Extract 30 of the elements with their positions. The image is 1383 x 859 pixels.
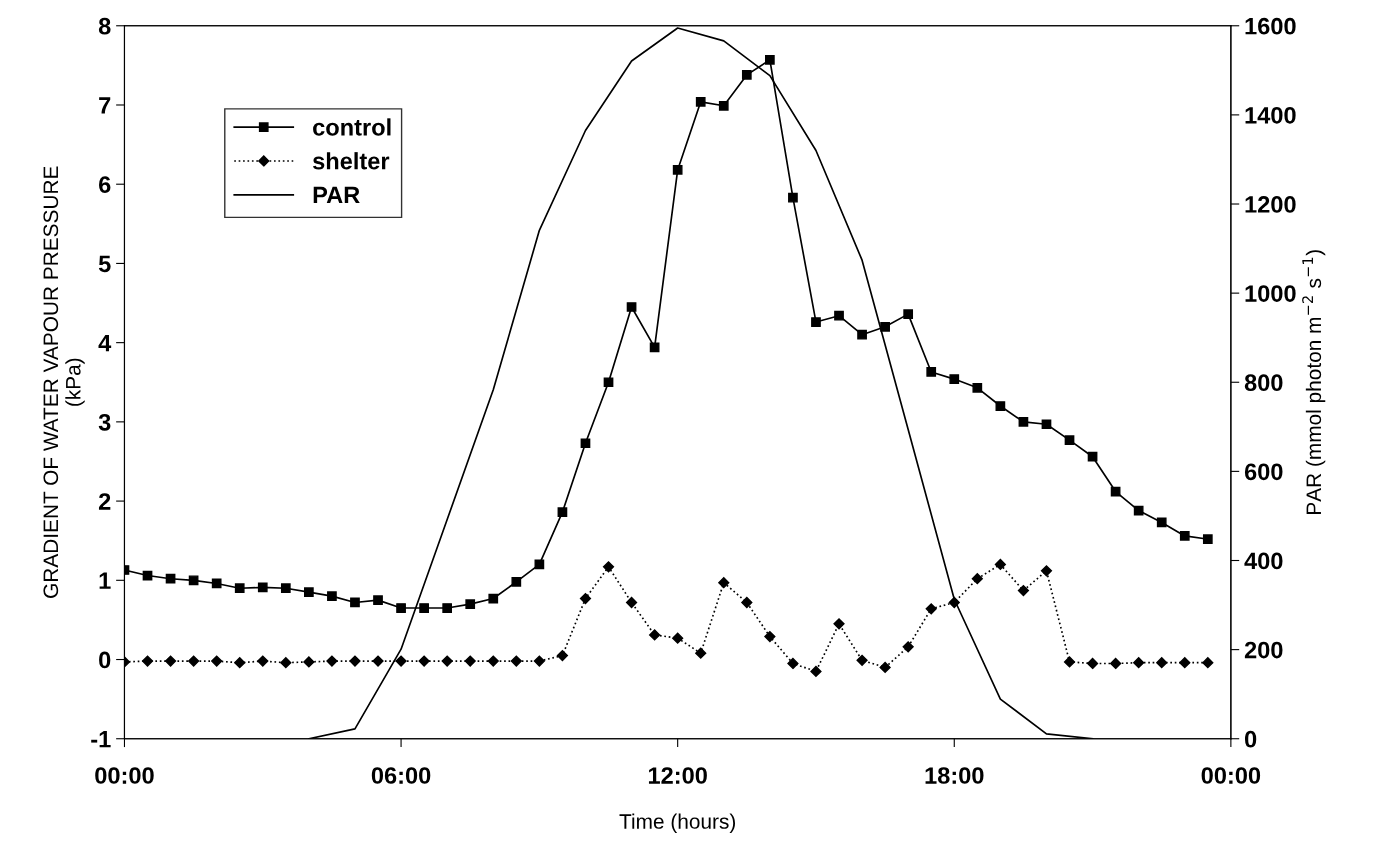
x-tick-label: 00:00 xyxy=(95,767,154,784)
x-tick-label: 18:00 xyxy=(925,767,984,784)
y-tick-label: 3 xyxy=(98,413,111,431)
y-tick-label: 5 xyxy=(98,255,111,273)
y2-axis-title: PAR (mmol photon m$^{−2}$ s$^{−1}$) xyxy=(1302,250,1326,514)
y-tick-label: 2 xyxy=(98,493,111,510)
y-tick-label: 6 xyxy=(99,176,111,193)
y2-tick-label: 400 xyxy=(1244,552,1283,570)
y2-tick-label: 200 xyxy=(1244,641,1283,659)
x-axis-title: Time (hours) xyxy=(619,813,736,833)
y2-tick-label: 1000 xyxy=(1245,285,1296,302)
legend-label: shelter xyxy=(312,152,390,170)
y-tick-label: 0 xyxy=(99,651,111,669)
y-tick-label: 7 xyxy=(99,97,111,114)
y-tick-label: 8 xyxy=(98,17,111,35)
x-tick-label: 06:00 xyxy=(371,767,431,784)
y2-tick-label: 600 xyxy=(1244,463,1283,481)
x-tick-label: 00:00 xyxy=(1201,767,1261,784)
y2-tick-label: 1400 xyxy=(1245,106,1296,124)
y2-tick-label: 0 xyxy=(1245,730,1257,748)
y2-tick-label: 1600 xyxy=(1245,17,1296,35)
legend-label: PAR xyxy=(313,186,360,204)
x-tick-label: 12:00 xyxy=(648,767,707,784)
y2-tick-label: 800 xyxy=(1244,374,1283,392)
y-tick-label: -1 xyxy=(91,731,111,748)
legend-label: control xyxy=(313,118,391,136)
y-tick-label: 1 xyxy=(99,572,111,589)
y-tick-label: 4 xyxy=(98,334,112,352)
y2-tick-label: 1200 xyxy=(1245,196,1296,213)
y-axis-title: GRADIENT OF WATER VAPOUR PRESSURE (kPa) xyxy=(43,166,85,598)
